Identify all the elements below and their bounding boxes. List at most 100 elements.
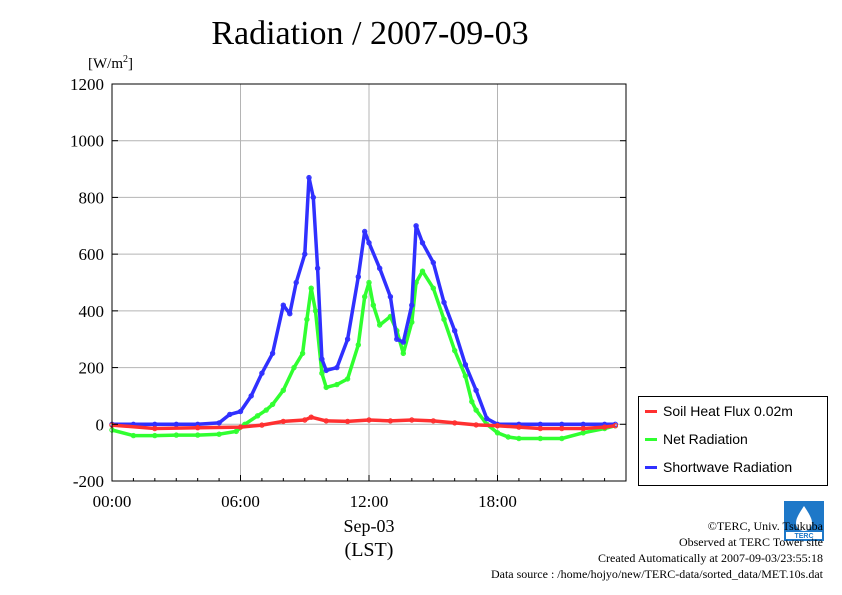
data-point xyxy=(312,308,319,314)
data-point xyxy=(254,413,261,419)
data-point xyxy=(430,285,436,291)
credit-copyright: ©TERC, Univ. Tsukuba xyxy=(707,519,823,533)
data-point xyxy=(334,381,340,388)
data-point xyxy=(130,432,137,439)
data-point xyxy=(469,398,475,405)
legend-swatch xyxy=(645,437,657,441)
data-point xyxy=(400,339,406,345)
data-point xyxy=(537,425,543,432)
data-point xyxy=(366,417,372,423)
data-point xyxy=(334,364,340,371)
data-point xyxy=(323,418,329,424)
data-point xyxy=(559,435,565,442)
data-point xyxy=(494,423,501,429)
y-tick-label: 800 xyxy=(79,188,105,207)
data-point xyxy=(462,362,469,368)
data-point xyxy=(505,434,511,440)
data-point xyxy=(362,294,368,300)
data-point xyxy=(269,350,276,357)
data-point xyxy=(377,265,383,271)
legend-label: Soil Heat Flux 0.02m xyxy=(663,403,793,419)
data-point xyxy=(362,228,368,235)
data-point xyxy=(319,356,325,362)
legend: Soil Heat Flux 0.02m Net Radiation Short… xyxy=(638,396,828,486)
data-point xyxy=(152,432,158,439)
series-line xyxy=(111,269,616,441)
y-axis-unit: [W/m2] xyxy=(88,54,133,72)
data-point xyxy=(195,432,201,438)
data-point xyxy=(306,174,312,181)
data-point xyxy=(355,342,361,348)
y-tick-label: 0 xyxy=(96,415,105,434)
legend-label: Shortwave Radiation xyxy=(663,459,793,475)
data-point xyxy=(302,251,308,257)
chart-title: Radiation / 2007-09-03 xyxy=(211,15,529,52)
data-point xyxy=(473,422,479,428)
data-point xyxy=(263,407,269,413)
data-point xyxy=(291,364,297,371)
data-point xyxy=(452,328,458,334)
x-axis-tz-label: (LST) xyxy=(345,539,394,561)
series-soil-heat-flux-0-02m xyxy=(109,414,618,432)
y-tick-label: 400 xyxy=(79,302,105,321)
terc-logo-icon: TERC xyxy=(784,501,824,541)
y-tick-label: 1200 xyxy=(70,75,104,94)
data-point xyxy=(355,274,361,280)
data-point xyxy=(310,194,316,201)
series-line xyxy=(112,175,616,427)
axis-ticks: -200 0 200 400 600 800 1000 1200 00:00 06:00 12:00… xyxy=(70,75,626,511)
x-tick-label: 06:00 xyxy=(221,492,260,511)
data-point xyxy=(287,311,293,317)
data-point xyxy=(441,299,447,306)
x-axis-date-label: Sep-03 xyxy=(344,516,395,536)
data-point xyxy=(601,424,608,430)
data-point xyxy=(173,432,180,438)
data-point xyxy=(227,411,233,418)
data-point xyxy=(366,240,372,246)
x-tick-label: 12:00 xyxy=(350,492,389,511)
data-point xyxy=(216,431,222,437)
data-point xyxy=(387,294,394,300)
data-point xyxy=(473,407,479,413)
credit-created: Created Automatically at 2007-09-03/23:5… xyxy=(598,551,823,565)
data-point xyxy=(259,422,265,428)
series-net-radiation xyxy=(109,268,618,442)
data-point xyxy=(516,424,522,430)
data-point xyxy=(366,279,372,286)
data-point xyxy=(370,302,376,308)
data-point xyxy=(473,387,479,393)
legend-swatch xyxy=(645,409,657,413)
data-point xyxy=(344,336,351,342)
data-point xyxy=(299,350,306,357)
x-tick-label: 00:00 xyxy=(93,492,132,511)
data-point xyxy=(462,373,469,379)
data-point xyxy=(394,336,400,342)
data-point xyxy=(304,316,310,323)
data-point xyxy=(216,420,222,426)
credits: ©TERC, Univ. Tsukuba Observed at TERC To… xyxy=(491,518,823,582)
y-tick-label: -200 xyxy=(73,472,104,491)
legend-swatch xyxy=(645,465,657,469)
data-point xyxy=(319,370,325,376)
data-point xyxy=(152,425,158,432)
data-point xyxy=(248,393,254,399)
data-point xyxy=(419,240,426,246)
legend-item-soil-heat-flux: Soil Heat Flux 0.02m xyxy=(639,397,827,425)
data-point xyxy=(269,401,276,408)
data-point xyxy=(259,370,265,376)
data-point xyxy=(516,435,522,442)
legend-label: Net Radiation xyxy=(663,431,748,447)
legend-item-net-radiation: Net Radiation xyxy=(639,425,827,453)
series-line xyxy=(111,415,616,431)
data-point xyxy=(413,223,419,229)
data-point xyxy=(452,420,458,426)
data-point xyxy=(452,347,458,354)
data-point xyxy=(195,425,201,431)
data-point xyxy=(494,430,501,436)
data-point xyxy=(237,424,244,430)
data-point xyxy=(344,418,351,425)
credit-site: Observed at TERC Tower site xyxy=(678,535,823,549)
data-point xyxy=(612,423,618,429)
svg-text:TERC: TERC xyxy=(794,533,813,540)
